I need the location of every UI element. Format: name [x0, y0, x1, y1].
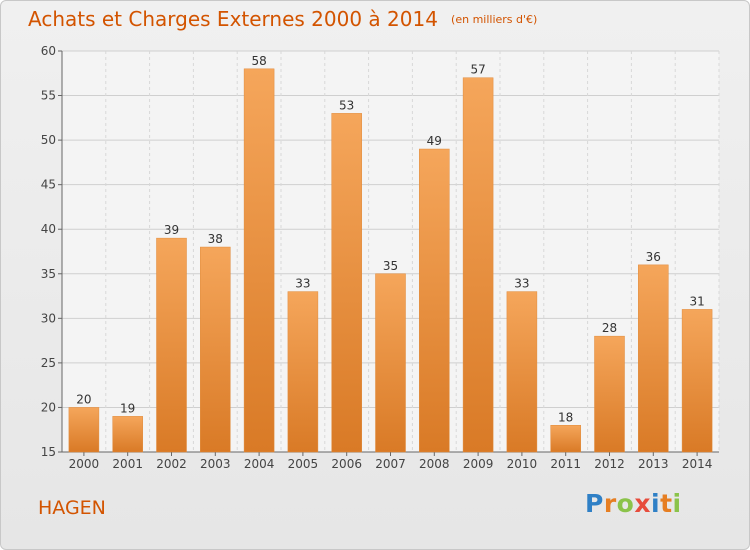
x-tick-label: 2001	[112, 457, 143, 471]
data-label: 38	[208, 232, 223, 246]
data-label: 28	[602, 321, 617, 335]
y-tick-label: 50	[41, 133, 56, 147]
data-label: 33	[295, 277, 310, 291]
y-tick-label: 40	[41, 222, 56, 236]
x-tick-label: 2003	[200, 457, 231, 471]
x-tick-label: 2010	[507, 457, 538, 471]
bar	[243, 68, 275, 453]
x-tick-label: 2013	[638, 457, 669, 471]
chart-subtitle: (en milliers d'€)	[451, 13, 538, 26]
data-label: 58	[251, 54, 266, 68]
y-tick-label: 55	[41, 89, 56, 103]
bar	[638, 264, 669, 453]
data-label: 57	[470, 63, 485, 77]
x-tick-labels: 2000 2001 2002 2003 2004 2005 2006 2007 2008 2009…	[69, 457, 713, 471]
data-label: 19	[120, 401, 135, 415]
bar	[200, 246, 231, 453]
logo-letter: o	[616, 489, 635, 518]
x-tick-label: 2011	[550, 457, 581, 471]
y-tick-label: 25	[41, 356, 56, 370]
bars	[68, 68, 713, 453]
bar	[375, 273, 406, 453]
data-label: 36	[646, 250, 661, 264]
x-tick-label: 2005	[288, 457, 319, 471]
data-label: 18	[558, 410, 573, 424]
logo-letter: i	[651, 489, 661, 518]
y-tick-label: 15	[41, 445, 56, 459]
city-name: HAGEN	[38, 497, 106, 519]
x-tick-label: 2008	[419, 457, 450, 471]
x-tick-label: 2000	[69, 457, 100, 471]
logo-letter: x	[634, 489, 651, 518]
bar	[287, 291, 319, 453]
y-tick-labels: 15 20 25 30 35 40 45 50 55 60	[41, 44, 56, 459]
data-label: 33	[514, 277, 529, 291]
x-tick-label: 2007	[375, 457, 406, 471]
bar	[594, 335, 625, 453]
data-label: 49	[427, 134, 442, 148]
data-label: 20	[76, 392, 91, 406]
chart-title: Achats et Charges Externes 2000 à 2014	[28, 7, 438, 31]
y-tick-label: 60	[41, 44, 56, 58]
data-label: 39	[164, 223, 179, 237]
bar	[112, 416, 143, 453]
bar	[506, 291, 538, 453]
x-tick-label: 2014	[682, 457, 713, 471]
bar	[68, 407, 100, 453]
bar	[550, 425, 581, 453]
chart-header: Achats et Charges Externes 2000 à 2014 (…	[28, 7, 537, 31]
data-label: 35	[383, 259, 398, 273]
y-tick-label: 35	[41, 267, 56, 281]
bar	[462, 77, 494, 453]
logo-letter: P	[585, 489, 604, 518]
x-tick-label: 2012	[594, 457, 625, 471]
x-tick-label: 2009	[463, 457, 494, 471]
y-tick-label: 45	[41, 178, 56, 192]
x-tick-label: 2004	[244, 457, 275, 471]
y-tick-label: 30	[41, 311, 56, 325]
y-tick-label: 20	[41, 400, 56, 414]
logo-letter: r	[603, 489, 617, 518]
logo-letter: t	[660, 489, 673, 518]
bar	[156, 237, 187, 453]
data-label: 31	[689, 294, 704, 308]
x-tick-label: 2006	[331, 457, 362, 471]
bar	[419, 148, 450, 453]
bar	[681, 309, 713, 453]
proxiti-logo: Proxiti	[585, 489, 682, 518]
bar	[331, 113, 362, 453]
logo-letter: i	[672, 489, 682, 518]
data-label: 53	[339, 98, 354, 112]
data-labels: 20 19 39 38 58 33 53 35 49 57 33 18 28 36 31	[76, 54, 704, 424]
x-tick-label: 2002	[156, 457, 187, 471]
